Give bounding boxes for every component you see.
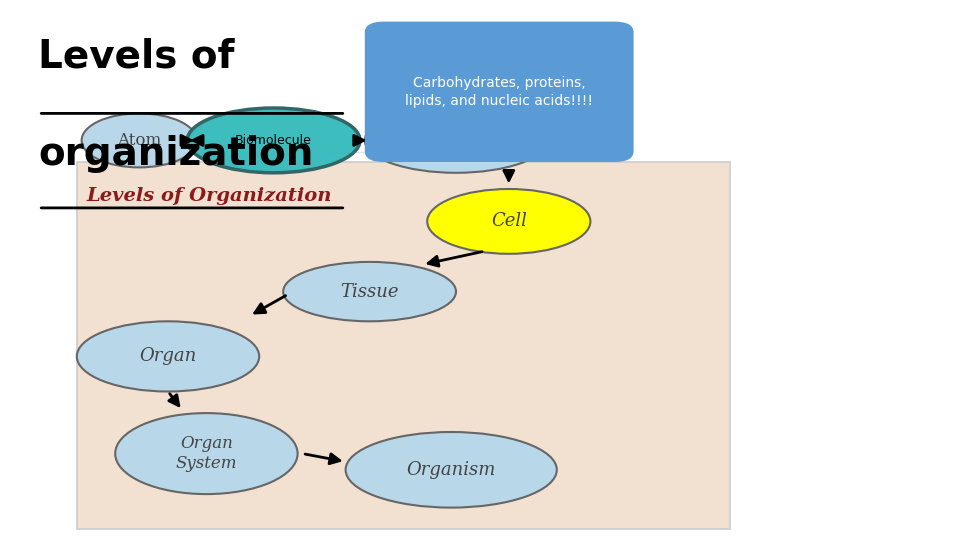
Ellipse shape bbox=[82, 113, 197, 167]
Text: Organ: Organ bbox=[139, 347, 197, 366]
Text: Organelle: Organelle bbox=[411, 131, 501, 150]
Text: Biomolecule: Biomolecule bbox=[235, 134, 312, 147]
Ellipse shape bbox=[283, 262, 456, 321]
Text: Organism: Organism bbox=[406, 461, 496, 479]
Ellipse shape bbox=[365, 108, 547, 173]
Polygon shape bbox=[293, 151, 480, 154]
Text: Carbohydrates, proteins,
lipids, and nucleic acids!!!!: Carbohydrates, proteins, lipids, and nuc… bbox=[405, 76, 593, 108]
Text: Cell: Cell bbox=[491, 212, 527, 231]
Ellipse shape bbox=[115, 413, 298, 494]
Text: Levels of Organization: Levels of Organization bbox=[86, 187, 332, 205]
Ellipse shape bbox=[187, 108, 360, 173]
Text: Organ
System: Organ System bbox=[176, 435, 237, 472]
Ellipse shape bbox=[427, 189, 590, 254]
FancyBboxPatch shape bbox=[365, 22, 634, 162]
FancyBboxPatch shape bbox=[77, 162, 730, 529]
Text: organization: organization bbox=[38, 135, 314, 173]
Ellipse shape bbox=[346, 432, 557, 508]
Text: Atom: Atom bbox=[117, 132, 161, 149]
Text: Tissue: Tissue bbox=[341, 282, 398, 301]
Text: Levels of: Levels of bbox=[38, 38, 235, 76]
Ellipse shape bbox=[77, 321, 259, 392]
